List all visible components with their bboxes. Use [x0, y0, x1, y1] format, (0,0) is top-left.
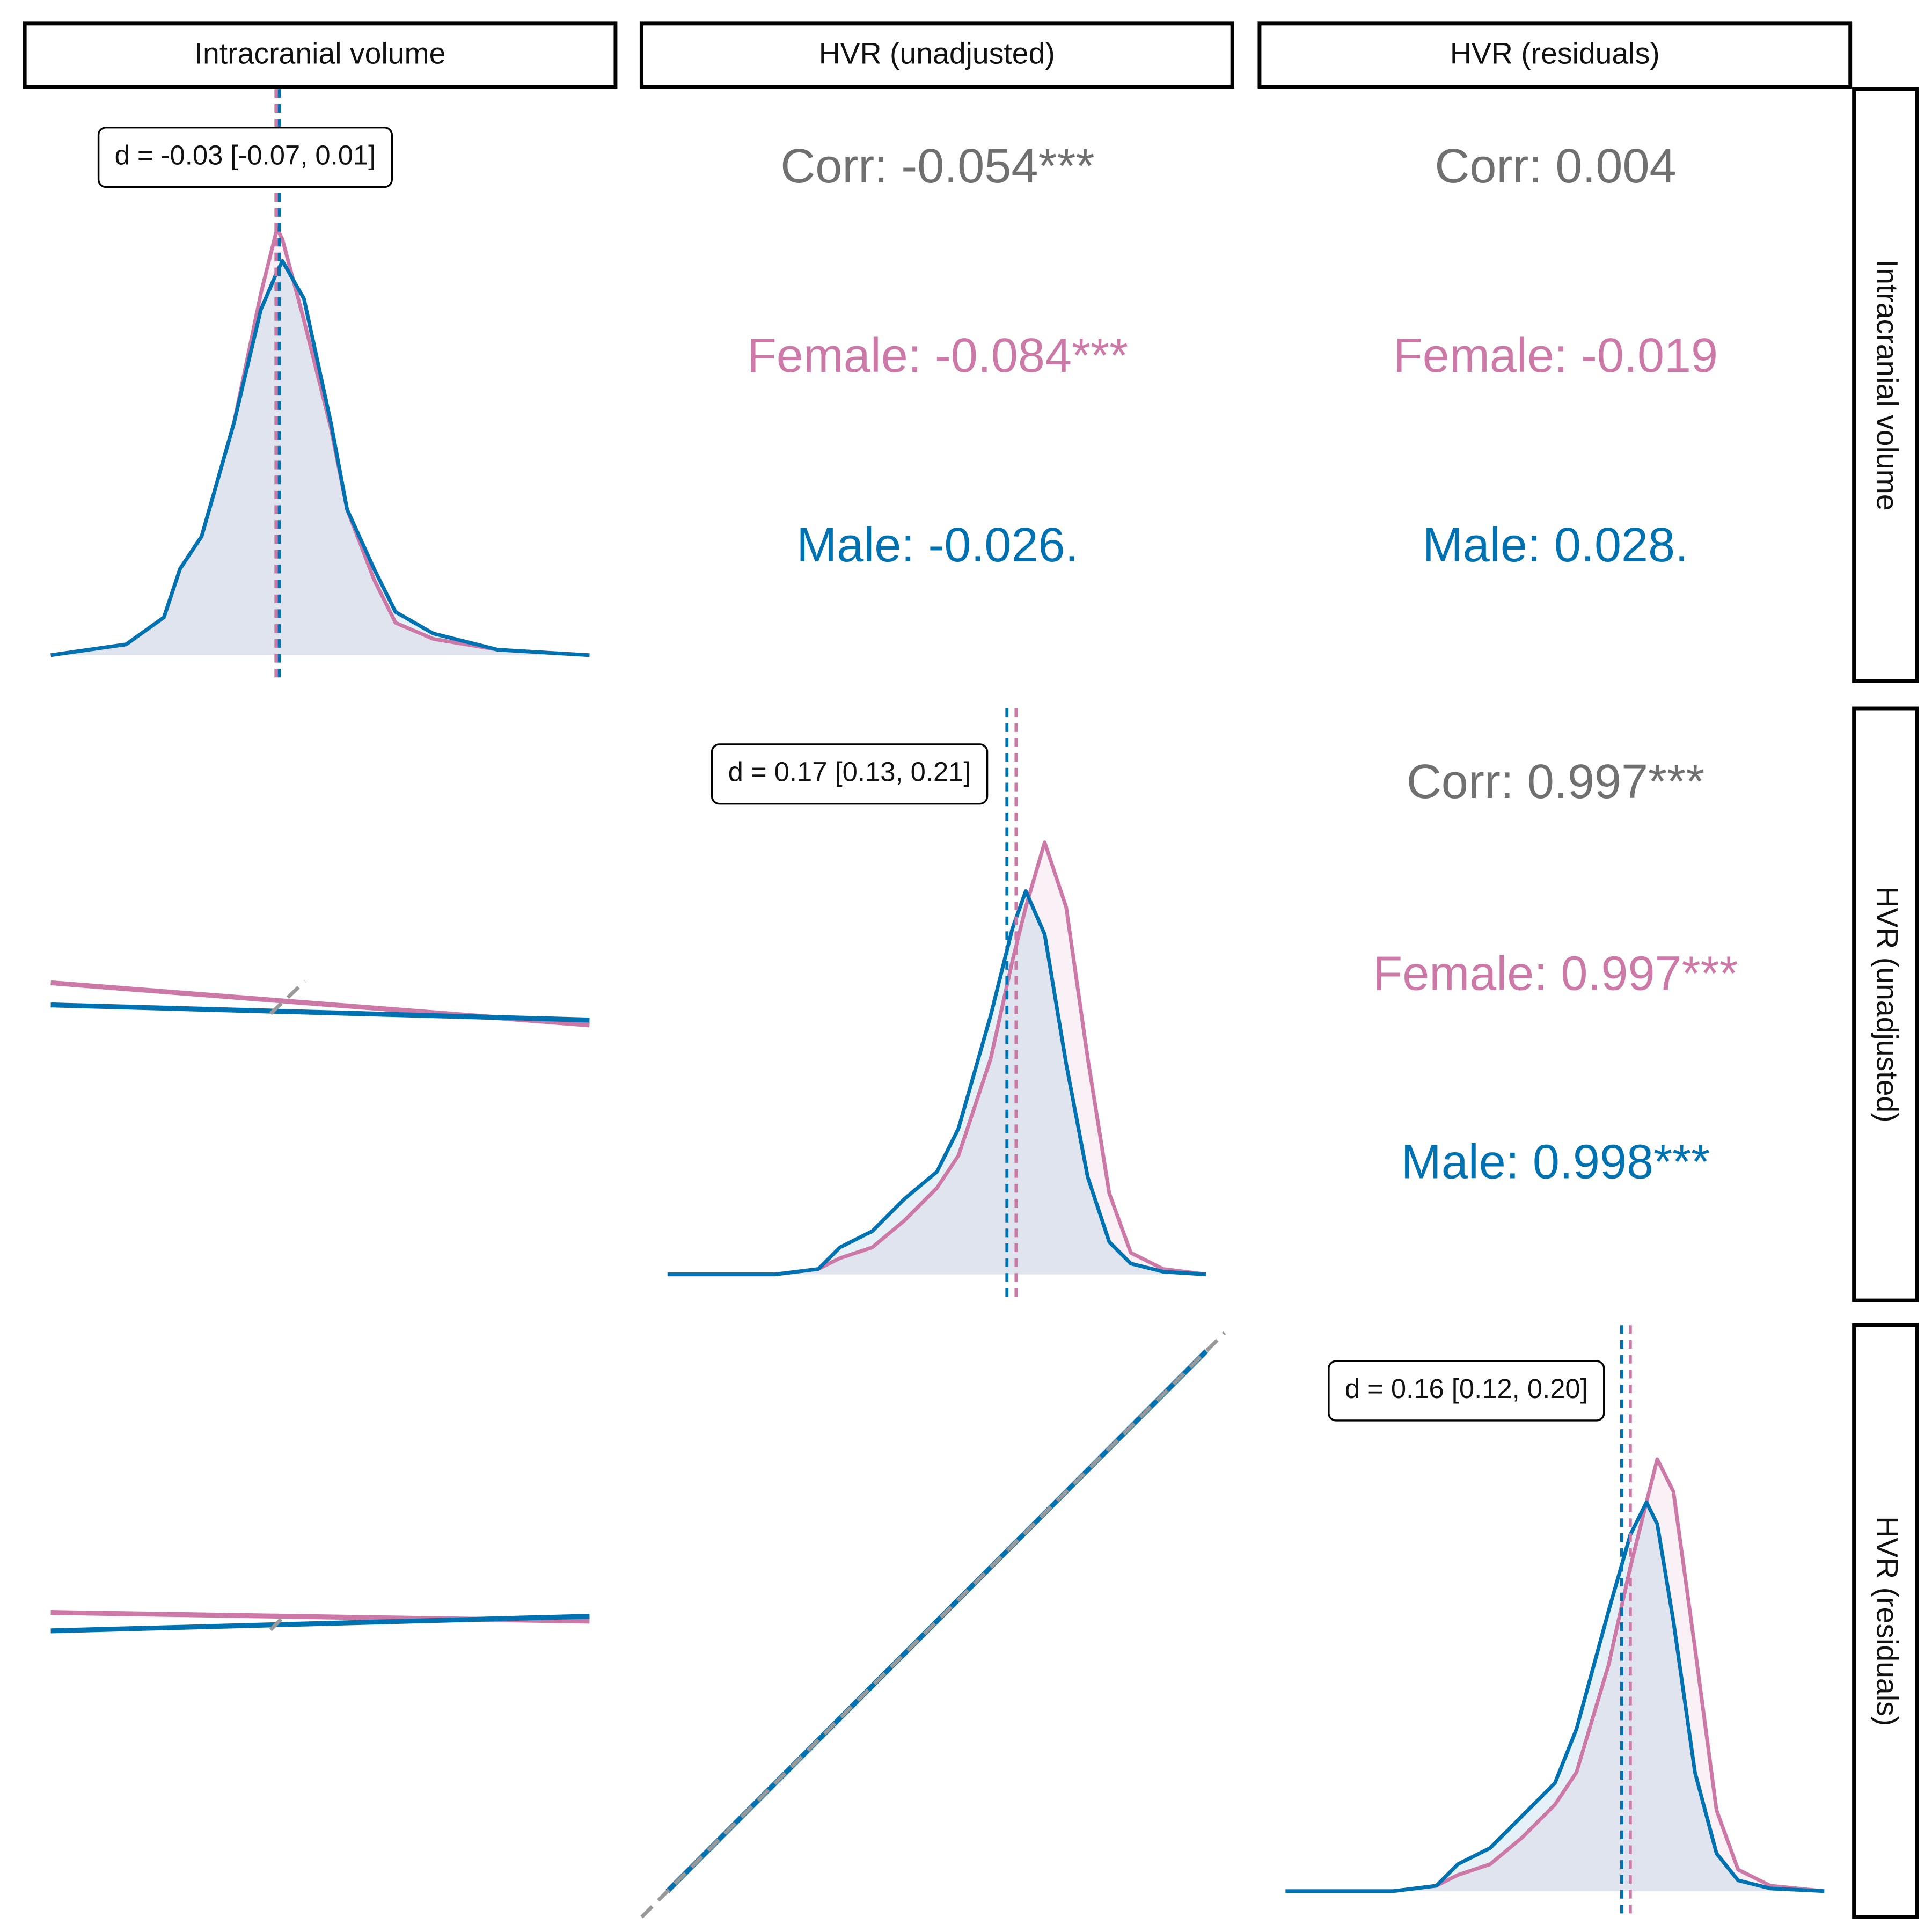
density-line: [667, 840, 1207, 1277]
density-line: [1285, 1457, 1825, 1893]
density-line: [50, 259, 590, 657]
annotation-box: [97, 126, 393, 188]
correlation-text: Male: -0.026.: [796, 518, 1078, 572]
reference-line: [269, 1616, 284, 1631]
column-strip: [23, 21, 618, 89]
annotation-text: d = 0.17 [0.13, 0.21]: [728, 757, 971, 787]
correlation-text: Female: -0.084***: [747, 329, 1128, 383]
column-strip-label: HVR (unadjusted): [819, 36, 1055, 70]
density-area: [50, 228, 590, 655]
reference-line: [640, 1331, 1226, 1919]
correlation-text: Male: 0.998***: [1401, 1135, 1710, 1189]
annotation-text: d = 0.16 [0.12, 0.20]: [1345, 1373, 1588, 1404]
density-area: [1285, 1459, 1825, 1891]
row-strip-label: HVR (residuals): [1871, 1516, 1904, 1726]
correlation-text: Male: 0.028.: [1423, 518, 1688, 572]
annotation: d = 0.17 [0.13, 0.21]: [711, 743, 989, 805]
density-area: [667, 891, 1206, 1275]
density-line: [667, 889, 1206, 1277]
annotation-text: d = -0.03 [-0.07, 0.01]: [115, 140, 376, 170]
row-strip: [1852, 706, 1919, 1302]
row-strip: [1852, 87, 1919, 683]
reference-line: [269, 979, 306, 1015]
correlation-text: Corr: -0.054***: [780, 140, 1094, 193]
correlation-text: Female: -0.019: [1393, 329, 1718, 383]
correlation-text: Corr: 0.997***: [1407, 755, 1704, 809]
annotation: d = 0.16 [0.12, 0.20]: [1328, 1360, 1605, 1422]
annotation-box: [1328, 1360, 1605, 1422]
column-strip: [1257, 21, 1853, 89]
annotation: d = -0.03 [-0.07, 0.01]: [97, 126, 393, 188]
density-area: [50, 261, 590, 655]
column-strip: [639, 21, 1234, 89]
correlation-text: Corr: 0.004: [1435, 140, 1676, 193]
row-strip-label: HVR (unadjusted): [1871, 886, 1904, 1122]
density-area: [1285, 1502, 1825, 1891]
annotation-box: [711, 743, 989, 805]
correlation-text: Female: 0.997***: [1373, 947, 1738, 1001]
density-line: [1285, 1500, 1825, 1893]
row-strip-label: Intracranial volume: [1871, 260, 1904, 511]
fit-line: [50, 1614, 590, 1634]
column-strip-label: Intracranial volume: [195, 36, 446, 70]
fit-line: [50, 1002, 590, 1023]
row-strip: [1852, 1323, 1919, 1919]
column-strip-label: HVR (residuals): [1450, 36, 1660, 70]
